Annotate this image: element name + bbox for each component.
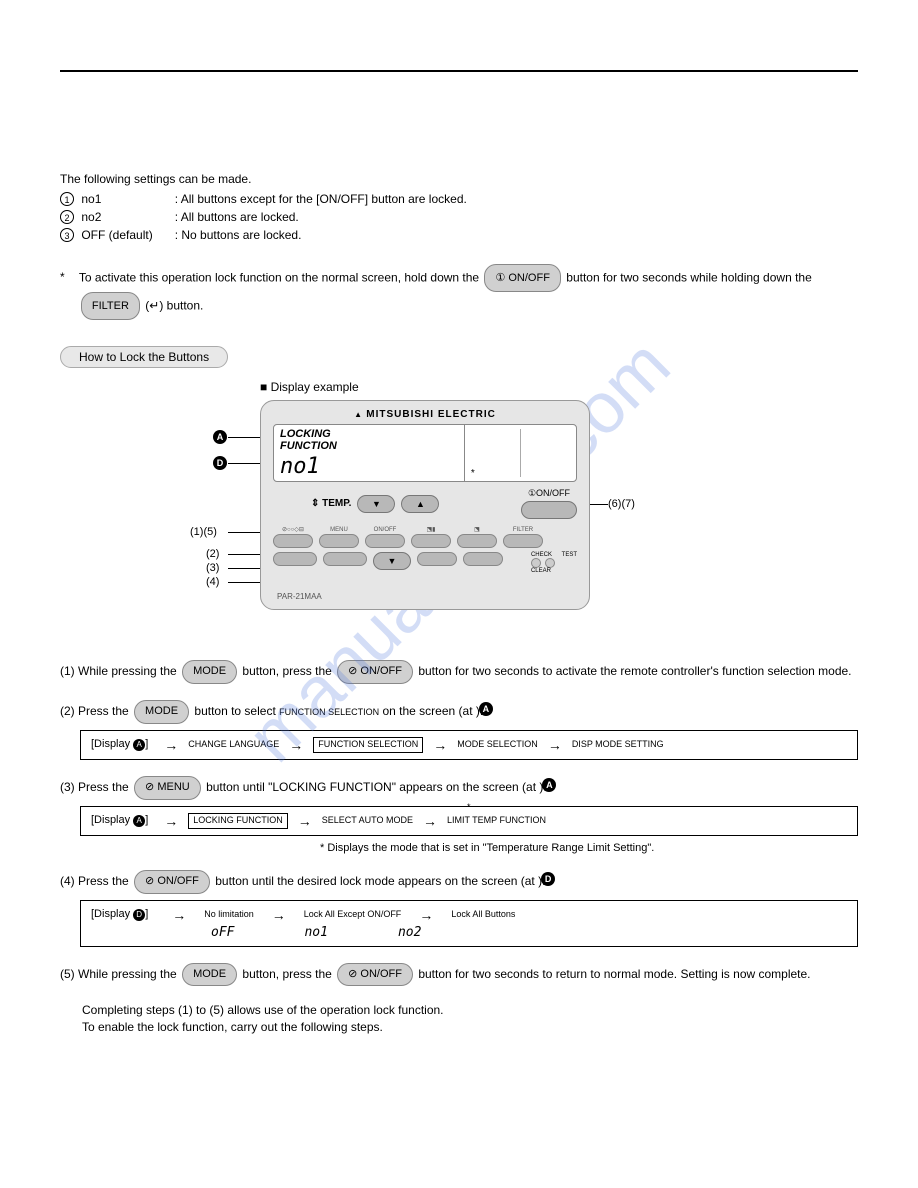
display-label: [Display A] [91,738,148,751]
lcd-value: no1 [280,454,458,479]
callout-d: D [210,456,230,470]
test-button[interactable] [545,558,555,568]
flow-item: CHANGE LANGUAGE [188,740,279,750]
filter-button[interactable] [503,534,543,548]
display-label: [Display A] [91,814,148,827]
model-number: PAR-21MAA [277,592,322,601]
button-row-2: ▼ CHECK TEST CLEAR [273,552,577,574]
flow-item-selected: LOCKING FUNCTION [188,813,288,829]
mode-button-ref: MODE [182,660,237,684]
lcd-line2: FUNCTION [280,441,458,453]
onoff-button-ref: ⊘ ON/OFF [337,660,413,684]
temp-down-button[interactable]: ▼ [357,495,395,513]
setting-key: OFF (default) [81,226,171,244]
controller-diagram: A D (1)(5) (2) (3) (4) (6)(7) MITSUBISHI… [60,400,858,630]
flow3-footnote: * Displays the mode that is set in "Temp… [320,842,858,854]
flow-diagram-4: [Display D] → No limitation → Lock All E… [80,900,858,947]
top-rule [60,70,858,72]
display-label: [Display D] [91,908,148,921]
settings-list: 1 no1 : All buttons except for the [ON/O… [60,190,858,244]
flow-item: Lock All Buttons [451,910,515,920]
callout-2: (2) [206,548,219,560]
aux-button-2[interactable] [463,552,503,566]
activation-note: * To activate this operation lock functi… [60,264,858,320]
back-button[interactable] [273,552,317,566]
setting-key: no2 [81,208,171,226]
step-1: (1) While pressing the MODE button, pres… [60,660,858,684]
setting-row: 1 no1 : All buttons except for the [ON/O… [60,190,858,208]
nav-down-button[interactable]: ▼ [373,552,411,570]
onoff-label: ①ON/OFF [528,488,570,499]
flow-item: *LIMIT TEMP FUNCTION [447,816,546,826]
louver-button[interactable] [411,534,451,548]
lcd-screen: LOCKING FUNCTION no1 * [273,424,577,482]
timer-onoff-button[interactable] [365,534,405,548]
menu-button-ref: ⊘ MENU [134,776,201,800]
note-text: To activate this operation lock function… [79,270,479,284]
flow-diagram-2: [Display A] → CHANGE LANGUAGE → FUNCTION… [80,730,858,760]
intro-text: The following settings can be made. [60,172,858,186]
flow-value: no1 [304,925,327,940]
flow-item-selected: FUNCTION SELECTION [313,737,423,753]
asterisk: * [60,264,71,290]
onoff-button-ref: ⊘ ON/OFF [337,963,413,987]
fwd-button[interactable] [323,552,367,566]
num-circle: 2 [60,210,74,224]
callout-4: (4) [206,576,219,588]
callout-a: A [210,430,230,444]
button-row-1: ⊘○○◇⊟ MENU ON/OFF ⬔▮ ⬔ FILTER [273,527,577,548]
flow-value: no2 [398,925,421,940]
num-circle: 3 [60,228,74,242]
flow-value: oFF [211,925,234,940]
setting-desc: : All buttons are locked. [175,210,299,224]
mode-button-ref: MODE [182,963,237,987]
step-5: (5) While pressing the MODE button, pres… [60,963,858,987]
flow-item: DISP MODE SETTING [572,740,664,750]
flow-diagram-3: [Display A] → LOCKING FUNCTION → SELECT … [80,806,858,836]
onoff-button[interactable] [521,501,577,519]
check-test-area: CHECK TEST CLEAR [531,552,577,574]
temp-up-button[interactable]: ▲ [401,495,439,513]
setting-row: 3 OFF (default) : No buttons are locked. [60,226,858,244]
flow-item: SELECT AUTO MODE [322,816,413,826]
setting-row: 2 no2 : All buttons are locked. [60,208,858,226]
callout-6-7: (6)(7) [608,498,635,510]
onoff-button-ref: ⊘ ON/OFF [134,870,210,894]
flow-item: MODE SELECTION [457,740,538,750]
callout-1-5: (1)(5) [190,526,217,538]
temp-label: ⇕ TEMP. [311,498,351,509]
vane-button[interactable] [457,534,497,548]
mode-button-ref: MODE [134,700,189,724]
remote-controller: MITSUBISHI ELECTRIC LOCKING FUNCTION no1… [260,400,590,610]
mode-button[interactable] [273,534,313,548]
display-example-label: Display example [260,380,858,394]
clear-label: CLEAR [531,568,577,574]
step-4: (4) Press the ⊘ ON/OFF button until the … [60,870,858,894]
setting-desc: : All buttons except for the [ON/OFF] bu… [175,192,467,206]
closing-text: Completing steps (1) to (5) allows use o… [82,1002,858,1036]
function-selection-text: FUNCTION SELECTION [279,707,379,717]
filter-button-ref: FILTER [81,292,140,320]
step-2: (2) Press the MODE button to select FUNC… [60,700,858,724]
section-title: How to Lock the Buttons [60,346,228,368]
callout-3: (3) [206,562,219,574]
onoff-button-ref: ① ON/OFF [484,264,560,292]
setting-key: no1 [81,190,171,208]
brand-label: MITSUBISHI ELECTRIC [273,409,577,420]
step-3: (3) Press the ⊘ MENU button until "LOCKI… [60,776,858,800]
check-button[interactable] [531,558,541,568]
num-circle: 1 [60,192,74,206]
note-text: (↵) button. [145,298,203,312]
setting-desc: : No buttons are locked. [175,228,302,242]
note-text: button for two seconds while holding dow… [566,270,812,284]
flow-item: Lock All Except ON/OFF [304,910,402,920]
menu-button[interactable] [319,534,359,548]
flow-item: No limitation [204,910,254,920]
aux-button-1[interactable] [417,552,457,566]
